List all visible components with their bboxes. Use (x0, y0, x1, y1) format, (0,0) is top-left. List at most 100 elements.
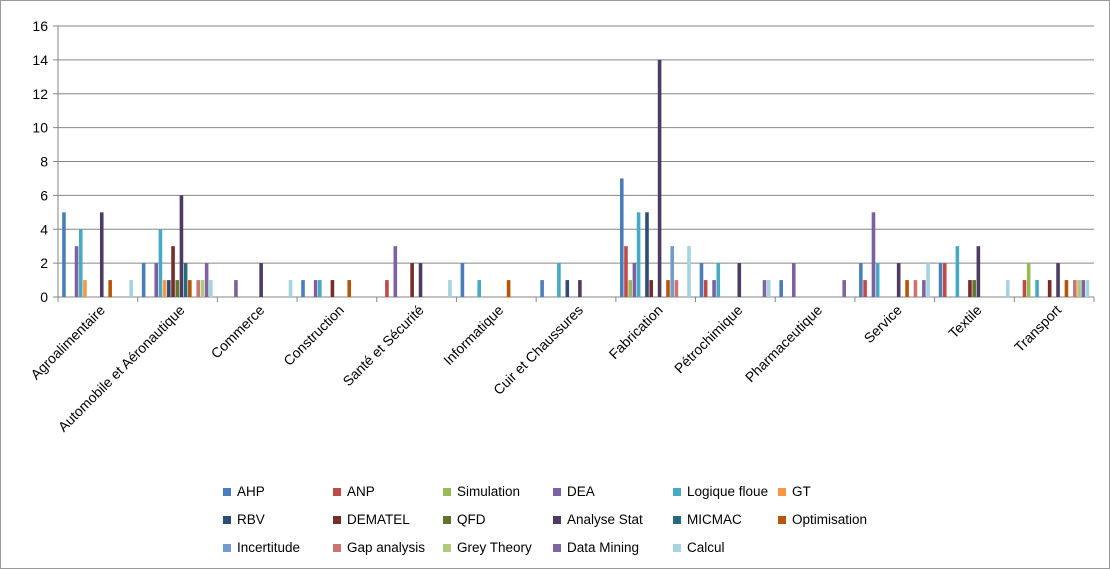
bar (905, 280, 909, 297)
bar (477, 280, 482, 297)
bar (762, 280, 767, 297)
bar (1047, 280, 1052, 297)
legend-swatch (333, 487, 341, 496)
bar (1081, 280, 1086, 297)
bar (737, 263, 742, 298)
bar (922, 280, 926, 297)
bar (62, 212, 66, 297)
bar (859, 263, 863, 298)
legend-item: AHP (223, 484, 265, 499)
bar (1085, 280, 1090, 297)
bar (670, 246, 674, 297)
y-tick-label: 8 (40, 154, 48, 170)
bar (636, 212, 641, 297)
bar (99, 212, 104, 297)
legend-swatch (553, 515, 561, 524)
bar (1064, 280, 1069, 297)
bar (557, 263, 561, 298)
legend-label: Gap analysis (347, 540, 426, 555)
bar (313, 280, 318, 297)
bar (288, 280, 293, 297)
bar (896, 263, 901, 298)
legend-item: ANP (333, 484, 375, 499)
legend-item: DEMATEL (333, 512, 410, 527)
bar (712, 280, 716, 297)
bar (83, 280, 87, 297)
bar (129, 280, 133, 297)
bar (74, 246, 79, 297)
bar (200, 280, 205, 297)
bar (347, 280, 352, 297)
bar (108, 280, 112, 297)
legend-swatch (443, 515, 451, 524)
bar (657, 59, 662, 298)
bar (540, 280, 544, 297)
legend-label: Analyse Stat (567, 512, 643, 527)
bar (687, 246, 691, 297)
legend-label: Grey Theory (457, 540, 532, 555)
bar (645, 212, 649, 297)
legend-swatch (673, 515, 681, 524)
legend-label: DEA (567, 484, 595, 499)
legend-label: AHP (237, 484, 265, 499)
bar (842, 280, 846, 297)
bar (565, 280, 570, 297)
legend-label: Simulation (457, 484, 521, 499)
bar (175, 280, 180, 297)
legend-item: MICMAC (673, 512, 742, 527)
x-tick-label: Pharmaceutique (742, 302, 826, 386)
bar (779, 280, 783, 297)
legend-swatch (443, 487, 451, 496)
legend-item: Grey Theory (443, 540, 532, 555)
legend-label: GT (792, 484, 811, 499)
bar (158, 229, 163, 297)
x-tick-label: Construction (280, 302, 347, 369)
legend-label: Incertitude (237, 540, 301, 555)
legend-item: RBV (223, 512, 265, 527)
bar (1077, 280, 1081, 297)
bar (167, 280, 171, 297)
bar (393, 246, 398, 297)
y-tick-label: 0 (40, 289, 48, 305)
bar (460, 263, 465, 298)
legend-item: Calcul (673, 540, 725, 555)
bar (78, 229, 83, 297)
legend-label: Optimisation (792, 512, 868, 527)
bar (938, 263, 943, 298)
legend-swatch (223, 543, 231, 552)
legend-swatch (223, 515, 231, 524)
x-tick-label: Service (861, 302, 905, 346)
legend-item: DEA (553, 484, 595, 499)
legend-swatch (778, 487, 786, 496)
bar (318, 280, 322, 297)
legend-item: Analyse Stat (553, 512, 643, 527)
bar (448, 280, 452, 297)
bar (204, 263, 209, 298)
x-tick-label: Textile (945, 302, 985, 342)
bar (942, 263, 947, 298)
bar (141, 263, 146, 298)
bar (716, 263, 721, 298)
legend-swatch (223, 487, 231, 496)
bar (972, 280, 976, 297)
bar (418, 263, 423, 298)
y-tick-label: 12 (32, 86, 48, 102)
legend-label: RBV (237, 512, 265, 527)
legend-swatch (333, 515, 341, 524)
bar (1005, 280, 1010, 297)
bar (703, 280, 708, 297)
legend-label: QFD (457, 512, 486, 527)
bar (871, 212, 876, 297)
legend-label: Logique floue (687, 484, 769, 499)
bar (968, 280, 972, 297)
legend-swatch (553, 487, 561, 496)
bar (674, 280, 679, 297)
bar (410, 263, 414, 298)
legend-swatch (778, 515, 786, 524)
bar (666, 280, 670, 297)
legend-label: Calcul (687, 540, 725, 555)
legend-label: ANP (347, 484, 375, 499)
legend-item: Incertitude (223, 540, 300, 555)
